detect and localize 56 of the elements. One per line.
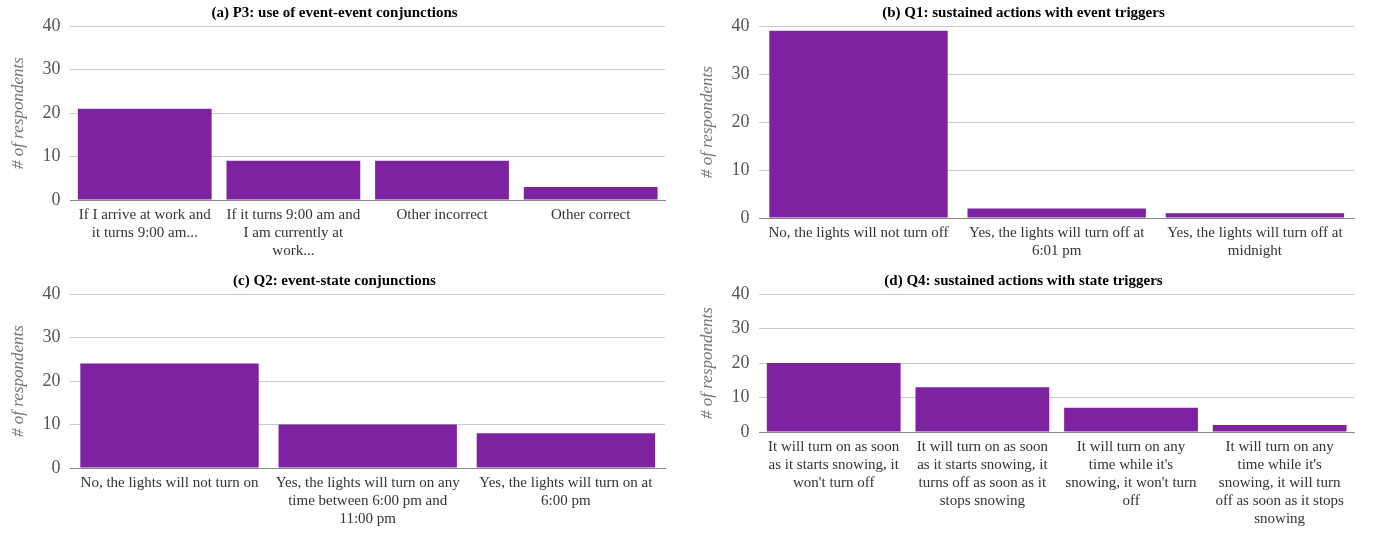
- y-tick-label: 30: [731, 317, 750, 338]
- y-tick-label: 20: [42, 101, 61, 122]
- y-tick-label: 0: [740, 420, 750, 441]
- y-axis-title: # of respondents: [696, 306, 716, 419]
- bar: [766, 363, 901, 432]
- bar: [375, 160, 509, 200]
- bar: [226, 160, 361, 200]
- y-tick-label: 20: [731, 110, 750, 131]
- bar: [476, 433, 656, 468]
- y-tick-label: 10: [42, 413, 61, 434]
- y-tick-label: 30: [42, 326, 61, 347]
- y-tick-label: 40: [731, 282, 750, 303]
- x-tick-label: Other incorrect: [396, 205, 489, 222]
- bar: [1212, 425, 1347, 432]
- bar: [77, 108, 212, 200]
- x-tick-label: No, the lights will not turn on: [80, 473, 259, 490]
- y-axis-title: # of respondents: [7, 56, 27, 169]
- chart-title: (b) Q1: sustained actions with event triggers: [882, 3, 1165, 21]
- y-tick-label: 40: [42, 14, 61, 35]
- y-tick-label: 20: [42, 369, 61, 390]
- y-tick-label: 30: [42, 58, 61, 79]
- x-tick-label: It will turn on as soon as it starts snowing, it won't turn off: [768, 437, 900, 490]
- x-tick-label: Yes, the lights will turn on any time between 6:00 pm and 11:00 pm: [275, 473, 461, 526]
- y-axis-title: # of respondents: [696, 65, 716, 178]
- bar: [769, 30, 948, 218]
- x-tick-label: Yes, the lights will turn off at 6:01 pm: [969, 223, 1146, 258]
- bar: [967, 208, 1146, 218]
- y-tick-label: 20: [731, 351, 750, 372]
- y-tick-label: 30: [731, 62, 750, 83]
- x-tick-label: No, the lights will not turn off: [768, 223, 949, 240]
- x-tick-label: Other correct: [550, 205, 632, 222]
- x-tick-label: It will turn on any time while it's snowing, it won't turn off: [1065, 437, 1198, 508]
- x-tick-label: It will turn on any time while it's snowing, it will turn off as soon as it stops snowing: [1215, 437, 1345, 526]
- x-tick-label: It will turn on as soon as it starts snowing, it turns off as soon as it stops snowing: [916, 437, 1049, 508]
- y-tick-label: 0: [51, 188, 61, 209]
- y-tick-label: 10: [42, 145, 61, 166]
- y-tick-label: 0: [51, 456, 61, 477]
- y-tick-label: 40: [42, 282, 61, 303]
- x-tick-label: If it turns 9:00 am and I am currently at work...: [226, 205, 361, 258]
- x-tick-label: If I arrive at work and it turns 9:00 am...: [78, 205, 212, 240]
- chart-title: (c) Q2: event-state conjunctions: [233, 271, 437, 289]
- y-tick-label: 40: [731, 14, 750, 35]
- chart-title: (d) Q4: sustained actions with state triggers: [884, 271, 1163, 289]
- y-tick-label: 10: [731, 158, 750, 179]
- bar: [1064, 407, 1198, 432]
- x-tick-label: Yes, the lights will turn off at midnight: [1167, 223, 1344, 258]
- x-tick-label: Yes, the lights will turn on at 6:00 pm: [479, 473, 654, 508]
- y-tick-label: 10: [731, 386, 750, 407]
- bar: [915, 387, 1050, 432]
- bar: [278, 424, 457, 468]
- bar: [1165, 213, 1345, 218]
- y-axis-title: # of respondents: [7, 324, 27, 437]
- bar: [523, 186, 658, 200]
- bar: [80, 363, 259, 468]
- y-tick-label: 0: [740, 206, 750, 227]
- chart-title: (a) P3: use of event-event conjunctions: [211, 3, 458, 21]
